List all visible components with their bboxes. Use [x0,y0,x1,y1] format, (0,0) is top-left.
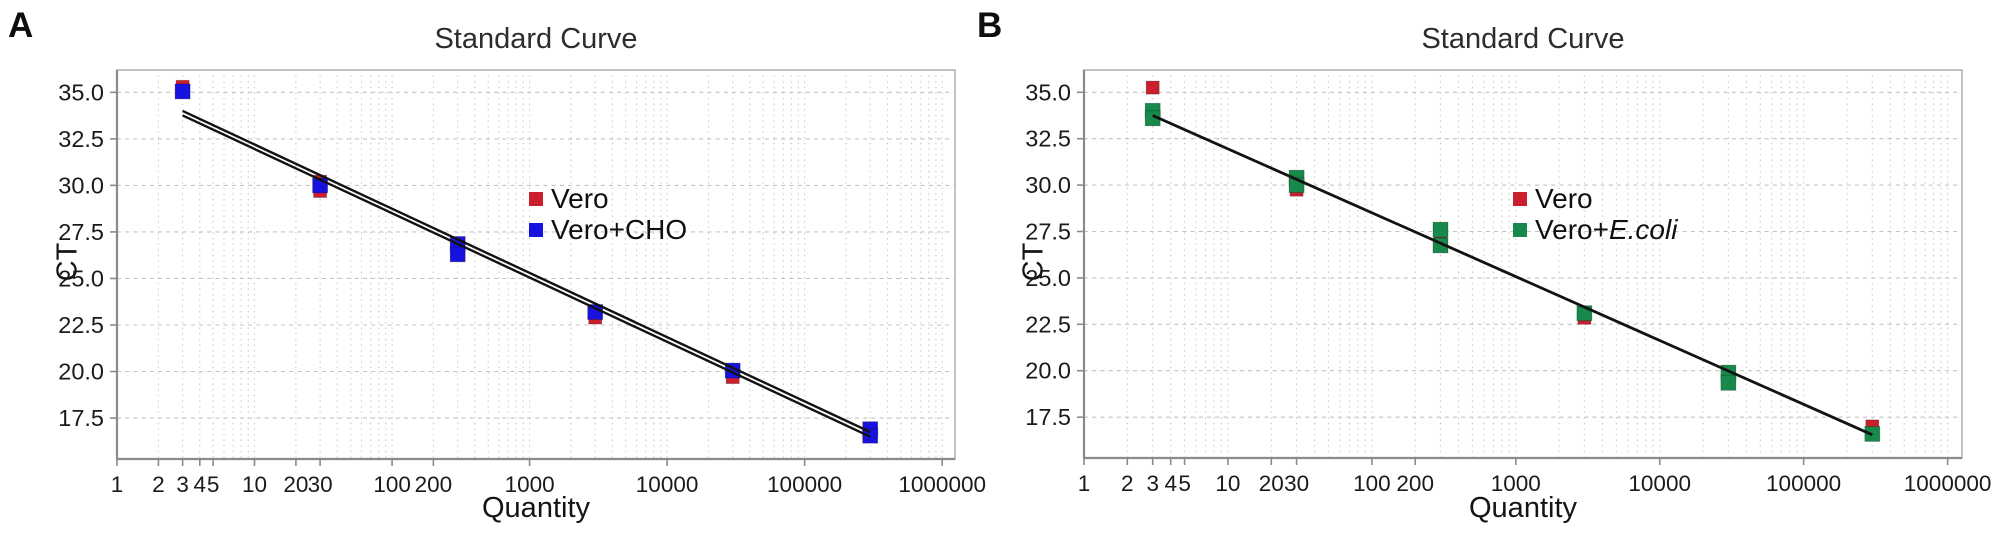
svg-text:17.5: 17.5 [58,405,104,431]
svg-text:1: 1 [111,472,124,497]
svg-text:30: 30 [1284,471,1309,496]
svg-text:35.0: 35.0 [1025,79,1071,105]
svg-text:20: 20 [1259,471,1284,496]
svg-text:20: 20 [283,472,308,497]
svg-text:22.5: 22.5 [58,312,104,338]
svg-text:100000: 100000 [767,472,842,497]
legend-item: Vero [529,183,687,214]
legend-a: Vero Vero+CHO [529,183,687,245]
legend-item: Vero+CHO [529,214,687,245]
svg-text:22.5: 22.5 [1025,311,1071,337]
svg-text:20.0: 20.0 [58,359,104,385]
svg-text:17.5: 17.5 [1025,404,1071,430]
svg-text:5: 5 [1178,471,1191,496]
svg-text:30: 30 [308,472,333,497]
svg-text:25.0: 25.0 [1025,265,1071,291]
svg-text:100: 100 [1353,471,1391,496]
svg-text:25.0: 25.0 [58,266,104,292]
legend-label: Vero [1535,182,1593,214]
svg-text:32.5: 32.5 [58,126,104,152]
legend-item: Vero+E.coli [1513,214,1677,245]
panel-label-b: B [977,6,1003,45]
legend-swatch [1513,222,1527,237]
svg-text:30.0: 30.0 [58,172,104,198]
svg-text:100000: 100000 [1766,471,1841,496]
legend-label: Vero+E.coli [1535,213,1678,245]
x-axis-title-a: Quantity [482,492,590,524]
legend-b: Vero Vero+E.coli [1513,183,1677,245]
svg-text:10000: 10000 [636,472,699,497]
x-axis-title-b: Quantity [1469,492,1577,524]
svg-text:27.5: 27.5 [1025,219,1071,245]
svg-text:20.0: 20.0 [1025,358,1071,384]
panel-label-a: A [8,6,34,45]
legend-swatch [529,222,543,237]
svg-text:200: 200 [415,472,453,497]
svg-text:1: 1 [1078,471,1091,496]
svg-text:1000: 1000 [1491,471,1541,496]
svg-text:4: 4 [194,472,207,497]
svg-text:10: 10 [242,472,267,497]
svg-text:10: 10 [1215,471,1240,496]
svg-text:2: 2 [152,472,165,497]
legend-swatch [529,191,543,206]
svg-text:100: 100 [373,472,411,497]
svg-text:32.5: 32.5 [1025,126,1071,152]
svg-text:30.0: 30.0 [1025,172,1071,198]
legend-label: Vero+CHO [551,213,688,245]
legend-item: Vero [1513,183,1677,214]
svg-text:3: 3 [1146,471,1159,496]
svg-text:10000: 10000 [1628,471,1691,496]
chart-title-b: Standard Curve [1421,23,1625,55]
svg-text:35.0: 35.0 [58,79,104,105]
legend-swatch [1513,191,1527,206]
svg-text:2: 2 [1121,471,1134,496]
svg-text:5: 5 [207,472,220,497]
chart-title-a: Standard Curve [434,23,638,55]
svg-text:4: 4 [1164,471,1177,496]
svg-text:1000000: 1000000 [898,472,986,497]
svg-text:200: 200 [1396,471,1434,496]
svg-text:3: 3 [176,472,189,497]
svg-text:1000: 1000 [505,472,555,497]
svg-text:1000000: 1000000 [1904,471,1992,496]
svg-text:27.5: 27.5 [58,219,104,245]
legend-label: Vero [551,182,609,214]
